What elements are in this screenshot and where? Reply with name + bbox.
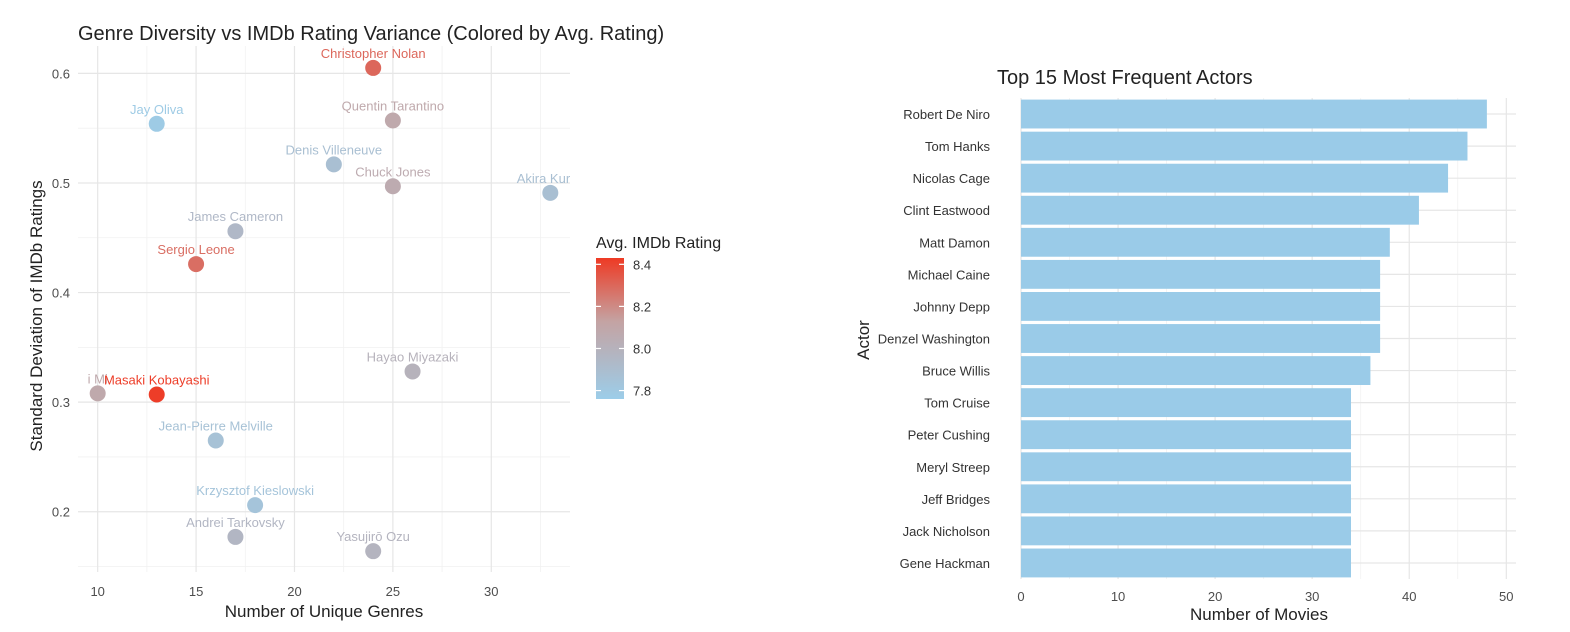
bar	[1021, 420, 1351, 450]
bar	[1021, 163, 1449, 193]
scatter-x-tick-label: 20	[287, 584, 301, 599]
scatter-point-label: Denis Villeneuve	[286, 142, 383, 157]
scatter-point	[384, 112, 401, 129]
bar	[1021, 324, 1381, 353]
bar	[1021, 356, 1371, 385]
scatter-y-tick-label: 0.5	[52, 176, 70, 191]
bar	[1021, 131, 1468, 161]
scatter-point-label: Sergio Leone	[157, 242, 234, 257]
bar	[1021, 484, 1351, 514]
bar-ticks: 0 10 20 30 40 50 Robert De Niro Tom Hanks Nicola…	[878, 107, 1514, 604]
scatter-ticks: 10 15 20 25 30 0.2 0.3 0.4 0.5 0.6	[52, 66, 499, 599]
bar-x-tick-label: 0	[1017, 589, 1024, 604]
bar-category-label: Jack Nicholson	[903, 524, 990, 539]
scatter-x-tick-label: 25	[386, 584, 400, 599]
bar-title: Top 15 Most Frequent Actors	[997, 67, 1253, 89]
bar-category-label: Johnny Depp	[913, 299, 990, 314]
bar	[1021, 292, 1381, 321]
scatter-x-tick-label: 10	[90, 584, 104, 599]
bar-y-axis-title: Actor	[854, 320, 873, 360]
bar-category-label: Robert De Niro	[903, 107, 990, 122]
bar-category-label: Bruce Willis	[922, 364, 990, 379]
bar-category-label: Peter Cushing	[908, 428, 990, 443]
bar-category-label: Michael Caine	[908, 267, 990, 282]
scatter-point	[325, 156, 342, 173]
scatter-y-axis-title: Standard Deviation of IMDb Ratings	[27, 180, 46, 451]
scatter-point-label: Jean-Pierre Melville	[159, 419, 273, 434]
bar-category-label: Matt Damon	[919, 235, 990, 250]
scatter-point	[365, 59, 382, 76]
bar-x-axis-title: Number of Movies	[1190, 605, 1328, 624]
legend-ticks: 7.8 8.0 8.2 8.4	[596, 257, 651, 399]
bar	[1021, 548, 1351, 578]
bar	[1021, 195, 1419, 225]
scatter-point-label: Akira Kuros	[517, 171, 585, 186]
legend-tick-label: 8.2	[633, 299, 651, 314]
scatter-point	[227, 223, 244, 240]
scatter-y-tick-label: 0.3	[52, 395, 70, 410]
scatter-point	[207, 432, 224, 449]
scatter-point-label: Jay Oliva	[130, 102, 184, 117]
legend-tick-label: 8.0	[633, 341, 651, 356]
scatter-point-label: Masaki Kobayashi	[104, 372, 210, 387]
bar	[1021, 388, 1351, 418]
scatter-y-tick-label: 0.2	[52, 505, 70, 520]
bar-category-label: Jeff Bridges	[922, 492, 991, 507]
bar	[1021, 99, 1487, 129]
bar-x-tick-label: 40	[1402, 589, 1416, 604]
bar	[1021, 452, 1351, 482]
scatter-point-label: Quentin Tarantino	[342, 99, 444, 114]
bar	[1021, 259, 1381, 289]
scatter-point	[148, 386, 165, 403]
scatter-point	[148, 115, 165, 132]
scatter-point-label: Hayao Miyazaki	[367, 349, 459, 364]
scatter-point	[365, 543, 382, 560]
scatter-point-label: i Mi	[88, 371, 108, 386]
scatter-title: Genre Diversity vs IMDb Rating Variance …	[78, 23, 664, 45]
bar-category-label: Tom Cruise	[924, 396, 990, 411]
scatter-chart: 10 15 20 25 30 0.2 0.3 0.4 0.5 0.6 Christopher No…	[27, 23, 664, 621]
scatter-y-tick-label: 0.6	[52, 66, 70, 81]
bar-category-label: Gene Hackman	[900, 556, 990, 571]
scatter-x-tick-label: 30	[484, 584, 498, 599]
bar	[1021, 516, 1351, 546]
scatter-grid	[78, 46, 570, 572]
scatter-point-label: Yasujirō Ozu	[336, 529, 409, 544]
scatter-point	[542, 184, 559, 201]
bar-x-tick-label: 50	[1499, 589, 1513, 604]
color-legend: Avg. IMDb Rating 7.8 8.0 8.2 8.4	[596, 235, 721, 399]
scatter-point-label: Andrei Tarkovsky	[186, 515, 285, 530]
scatter-y-tick-label: 0.4	[52, 286, 70, 301]
scatter-point	[247, 497, 264, 514]
bar-x-tick-label: 30	[1305, 589, 1319, 604]
bar-category-label: Denzel Washington	[878, 332, 990, 347]
scatter-point	[384, 178, 401, 195]
bar-category-label: Nicolas Cage	[913, 171, 990, 186]
bar-x-tick-label: 10	[1111, 589, 1125, 604]
bar-category-label: Meryl Streep	[916, 460, 990, 475]
legend-title: Avg. IMDb Rating	[596, 235, 721, 252]
bar-bars	[1021, 99, 1487, 578]
scatter-point-label: Christopher Nolan	[321, 46, 426, 61]
bar-category-label: Clint Eastwood	[903, 203, 990, 218]
legend-color-bar	[596, 258, 624, 399]
bar-category-label: Tom Hanks	[925, 139, 991, 154]
scatter-point-label: Chuck Jones	[355, 164, 431, 179]
bar-x-tick-label: 20	[1208, 589, 1222, 604]
scatter-point-label: James Cameron	[188, 209, 283, 224]
scatter-points: Christopher Nolan Quentin Tarantino Jay Ol…	[88, 46, 585, 560]
scatter-point	[227, 528, 244, 545]
bar-chart: 0 10 20 30 40 50 Robert De Niro Tom Hanks Nicola…	[854, 67, 1516, 624]
scatter-point	[404, 363, 421, 380]
scatter-point	[89, 385, 106, 402]
scatter-x-axis-title: Number of Unique Genres	[225, 602, 423, 621]
scatter-x-tick-label: 15	[189, 584, 203, 599]
bar	[1021, 227, 1390, 257]
legend-tick-label: 7.8	[633, 384, 651, 399]
scatter-point	[188, 256, 205, 273]
scatter-point-label: Krzysztof Kieslowski	[196, 483, 314, 498]
legend-tick-label: 8.4	[633, 257, 651, 272]
